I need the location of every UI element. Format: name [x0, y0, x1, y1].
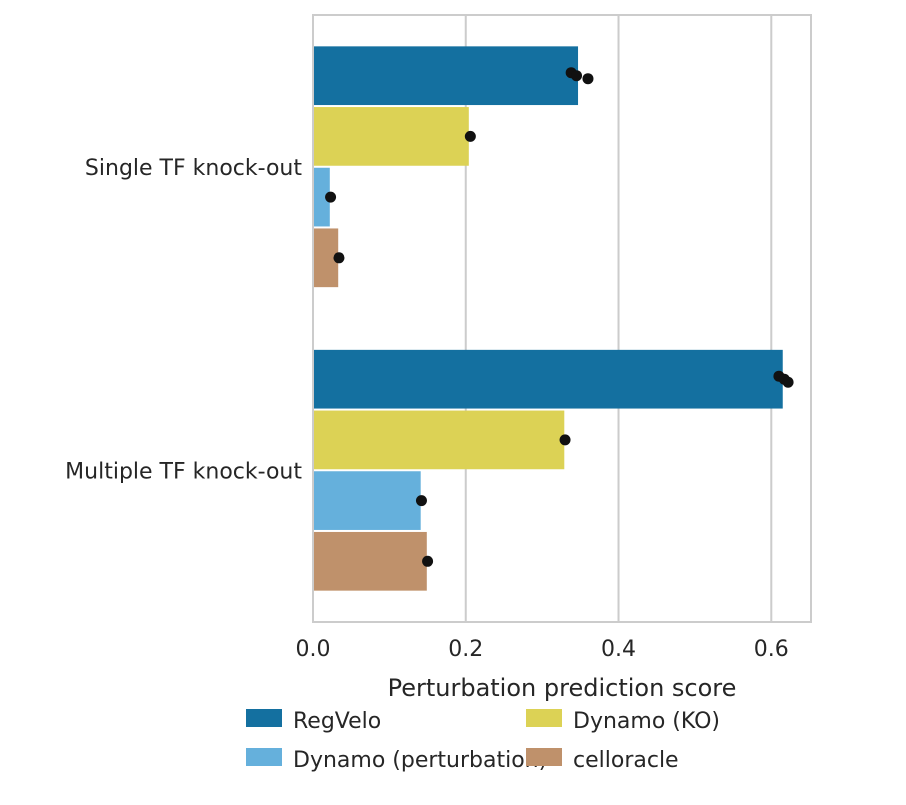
point-celloracle-single-tf-knock-out-0 [333, 252, 345, 264]
legend-label-celloracle: celloracle [573, 748, 679, 773]
legend-label-regvelo: RegVelo [293, 709, 381, 734]
bar-celloracle-multiple-tf-knock-out [313, 531, 427, 591]
bars [313, 46, 783, 591]
x-tick-label: 0.0 [296, 637, 331, 662]
legend-swatch-celloracle [526, 748, 562, 766]
category-label-multiple-tf-knock-out: Multiple TF knock-out [65, 459, 302, 484]
bar-regvelo-single-tf-knock-out [313, 46, 579, 106]
legend-label-dynamo-perturbation: Dynamo (perturbation) [293, 748, 547, 773]
data-points [325, 67, 794, 567]
legend-swatch-regvelo [246, 709, 282, 727]
category-label-single-tf-knock-out: Single TF knock-out [85, 156, 302, 181]
bar-dynamo-ko-single-tf-knock-out [313, 107, 469, 166]
legend-swatch-dynamo-perturbation [246, 748, 282, 766]
x-tick-label: 0.6 [754, 637, 789, 662]
point-celloracle-multiple-tf-knock-out-0 [422, 555, 434, 567]
bar-regvelo-multiple-tf-knock-out [313, 349, 783, 409]
x-axis-title: Perturbation prediction score [388, 674, 737, 702]
point-dynamo-perturbation-multiple-tf-knock-out-0 [415, 495, 427, 507]
point-regvelo-multiple-tf-knock-out-2 [782, 376, 794, 388]
bar-dynamo-perturbation-single-tf-knock-out [313, 167, 330, 227]
legend-label-dynamo-ko: Dynamo (KO) [573, 709, 720, 734]
legend: RegVelo Dynamo (KO) Dynamo (perturbation) c… [246, 709, 720, 773]
bar-dynamo-perturbation-multiple-tf-knock-out [313, 471, 421, 530]
bar-dynamo-ko-multiple-tf-knock-out [313, 410, 565, 470]
point-regvelo-single-tf-knock-out-2 [582, 73, 594, 85]
plot-frame [312, 14, 812, 623]
x-axis-ticks: 0.0 0.2 0.4 0.6 [296, 637, 789, 662]
point-dynamo-ko-single-tf-knock-out-0 [464, 130, 476, 142]
x-tick-label: 0.2 [448, 637, 483, 662]
y-axis-categories: Single TF knock-out Multiple TF knock-out [65, 156, 302, 485]
x-tick-label: 0.4 [601, 637, 636, 662]
legend-swatch-dynamo-ko [526, 709, 562, 727]
point-regvelo-single-tf-knock-out-1 [571, 70, 583, 82]
point-dynamo-perturbation-single-tf-knock-out-0 [325, 191, 337, 203]
grid [464, 15, 773, 622]
point-dynamo-ko-multiple-tf-knock-out-0 [559, 434, 571, 446]
